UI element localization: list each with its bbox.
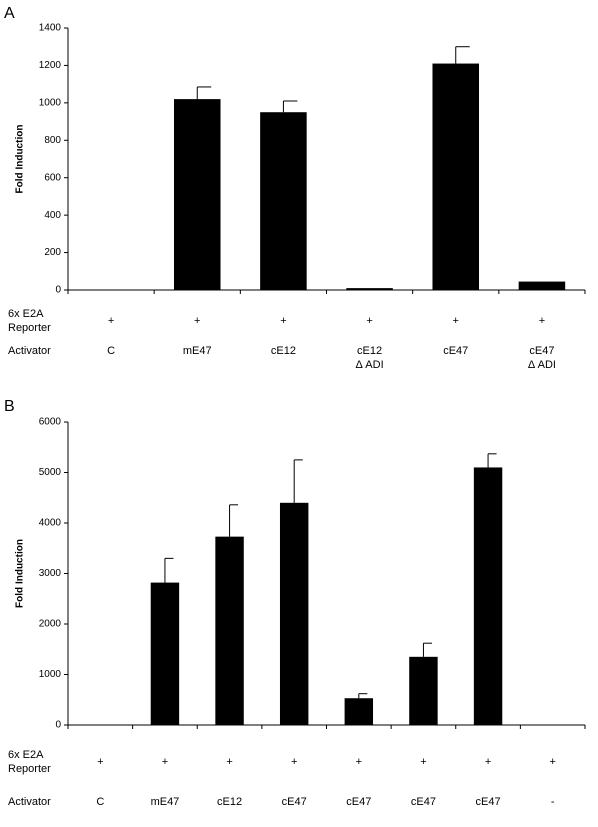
reporter-value: +	[280, 315, 286, 327]
error-bar	[487, 453, 497, 468]
y-tick-label: 1200	[39, 60, 62, 71]
y-tick-label: 2000	[39, 619, 62, 630]
reporter-value: +	[420, 756, 426, 768]
y-tick-label: 1000	[39, 97, 62, 108]
bar	[260, 112, 307, 290]
y-tick-label: 4000	[39, 518, 62, 529]
activator-label: Activator	[8, 345, 51, 357]
reporter-value: +	[291, 756, 297, 768]
bar	[150, 582, 180, 725]
error-bar	[229, 504, 239, 537]
activator-label: Activator	[8, 796, 51, 808]
y-tick-label: 0	[55, 720, 61, 731]
activator-value: mE47	[151, 796, 180, 808]
reporter-value: +	[97, 756, 103, 768]
activator-value: cE47	[346, 796, 371, 808]
bar	[346, 288, 393, 290]
activator-value: cE47 Δ ADI	[528, 345, 556, 371]
y-tick-label: 600	[44, 172, 61, 183]
reporter-value: +	[366, 315, 372, 327]
activator-value: cE47	[411, 796, 436, 808]
y-tick-label: 6000	[39, 417, 62, 428]
reporter-value: +	[485, 756, 491, 768]
reporter-label: 6x E2A Reporter	[8, 308, 51, 334]
reporter-value: +	[162, 756, 168, 768]
bar	[173, 99, 221, 290]
reporter-value: +	[549, 756, 555, 768]
y-tick-label: 1400	[39, 23, 62, 34]
error-bar	[422, 642, 432, 657]
reporter-label: 6x E2A Reporter	[8, 749, 51, 775]
bar	[279, 502, 309, 725]
activator-value: C	[96, 796, 104, 808]
error-bar	[196, 86, 212, 100]
bar	[518, 281, 566, 290]
y-tick-label: 800	[44, 135, 61, 146]
bar	[473, 467, 503, 725]
panel-letter: B	[4, 398, 15, 415]
bar	[409, 656, 438, 725]
error-bar	[455, 46, 470, 64]
y-tick-label: 200	[44, 247, 61, 258]
activator-value: cE47	[443, 345, 468, 357]
y-tick-label: 400	[44, 210, 61, 221]
error-bar	[164, 557, 174, 583]
error-bar	[282, 100, 298, 113]
error-bar	[293, 459, 303, 503]
reporter-value: +	[108, 315, 114, 327]
activator-value: -	[551, 796, 555, 808]
y-tick-label: 5000	[39, 467, 62, 478]
activator-value: cE12 Δ ADI	[356, 345, 384, 371]
y-tick-label: 3000	[39, 568, 62, 579]
y-axis-label: Fold Induction	[15, 125, 26, 194]
activator-value: C	[107, 345, 115, 357]
y-axis-label: Fold Induction	[15, 539, 26, 608]
reporter-value: +	[539, 315, 545, 327]
error-bar	[358, 693, 368, 699]
activator-value: cE47	[282, 796, 307, 808]
bar	[344, 698, 374, 725]
reporter-value: +	[356, 756, 362, 768]
y-tick-label: 0	[55, 285, 61, 296]
activator-value: mE47	[183, 345, 212, 357]
panel-letter: A	[4, 5, 15, 22]
y-tick-label: 1000	[39, 669, 62, 680]
bar	[215, 536, 244, 725]
reporter-value: +	[194, 315, 200, 327]
activator-value: cE12	[271, 345, 296, 357]
activator-value: cE12	[217, 796, 242, 808]
reporter-value: +	[226, 756, 232, 768]
activator-value: cE47	[476, 796, 501, 808]
reporter-value: +	[453, 315, 459, 327]
bar	[432, 63, 480, 290]
